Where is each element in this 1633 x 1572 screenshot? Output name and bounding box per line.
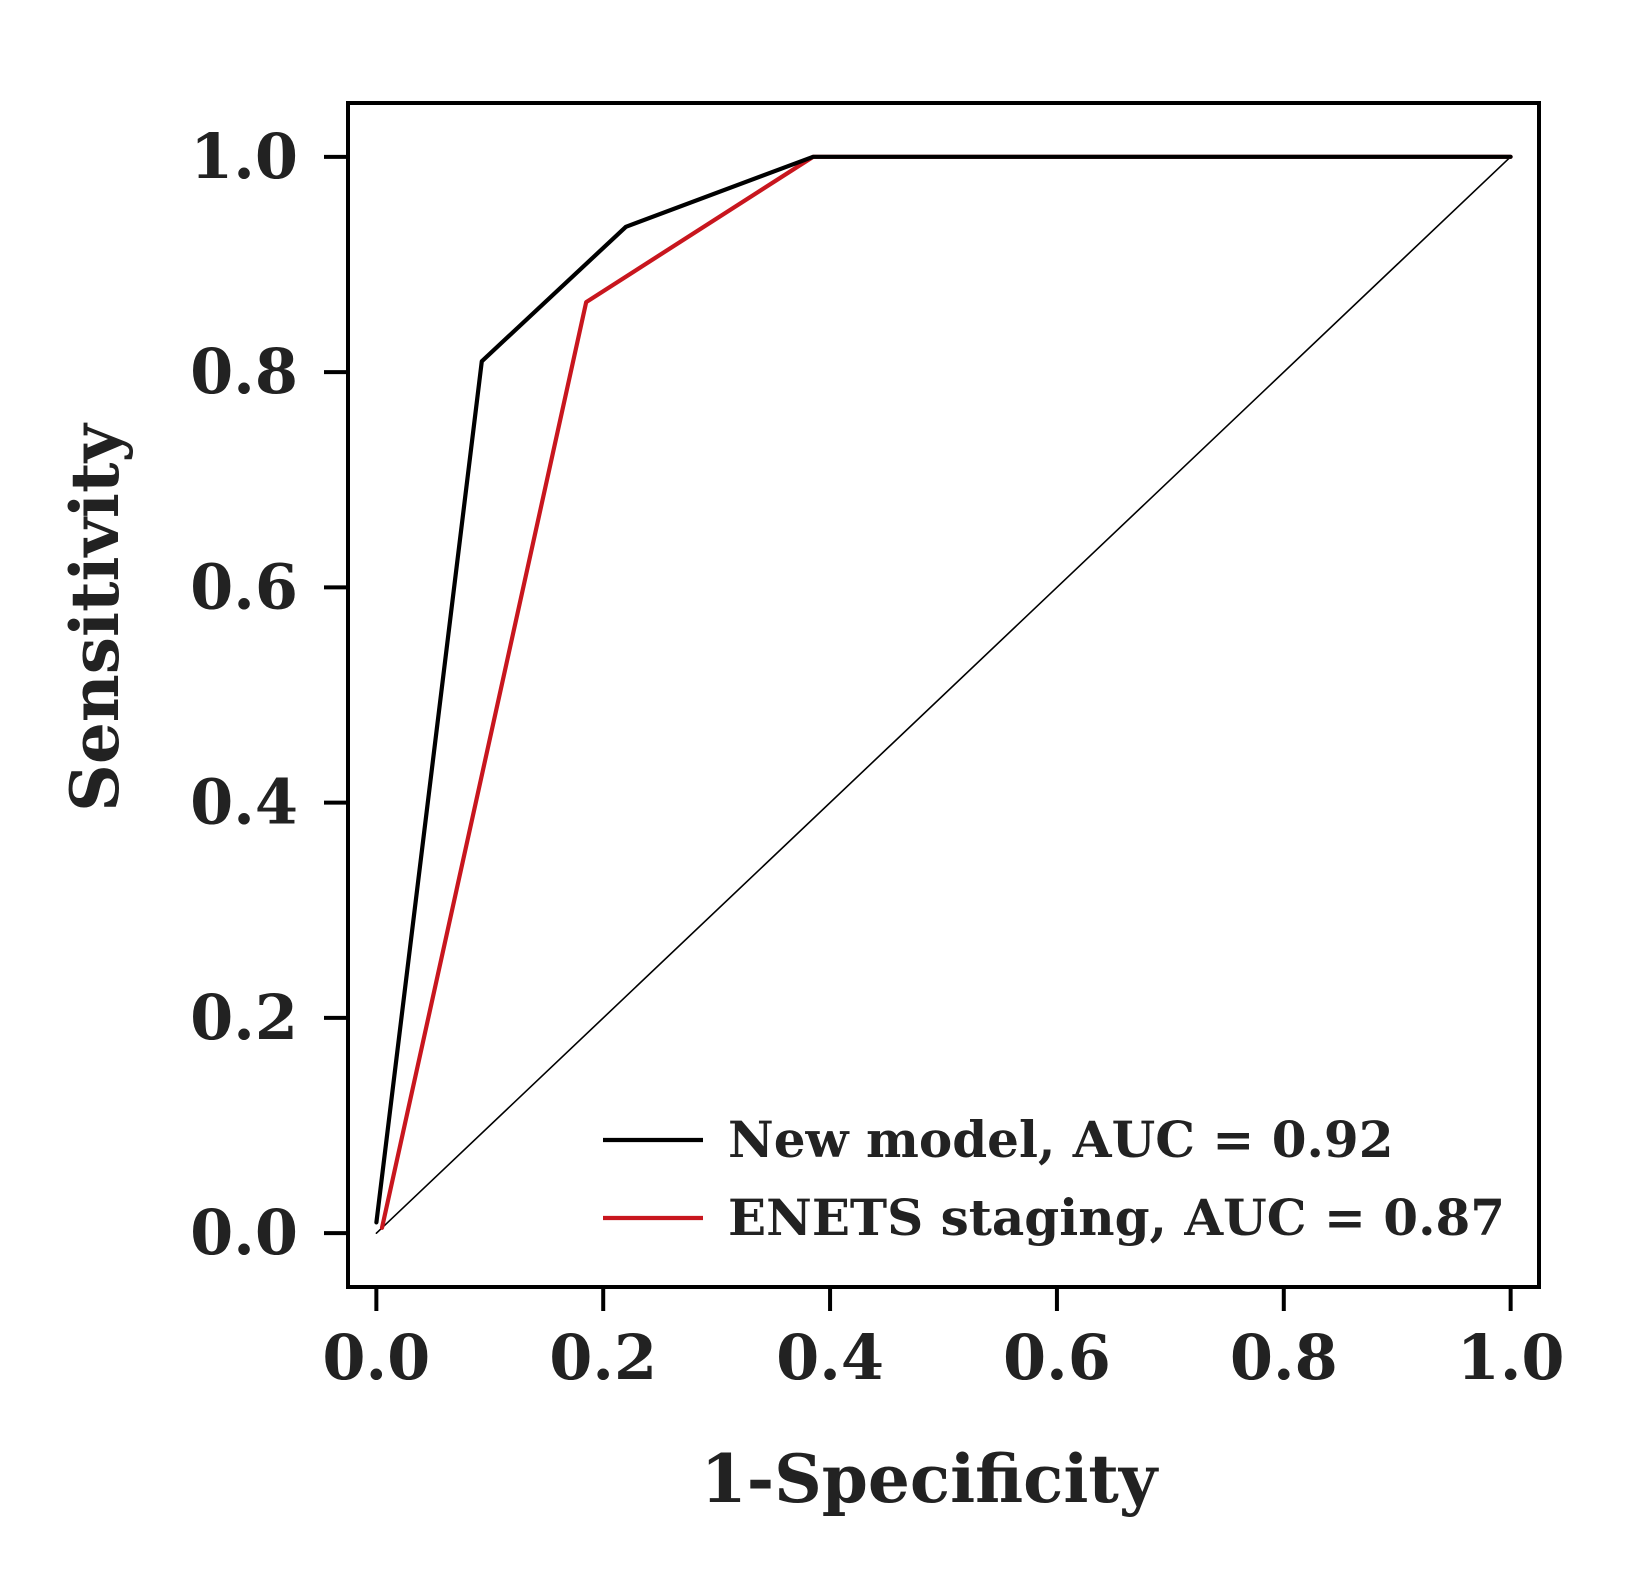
y-tick-label: 0.2 bbox=[190, 981, 298, 1054]
y-tick-label: 0.4 bbox=[190, 766, 298, 839]
y-tick-label: 0.0 bbox=[190, 1196, 298, 1269]
x-tick-label: 0.0 bbox=[322, 1321, 430, 1394]
reference-diagonal-line bbox=[375, 156, 1512, 1234]
x-tick-label: 0.4 bbox=[776, 1321, 884, 1394]
series-layer bbox=[374, 154, 1513, 1234]
x-tick-label: 0.6 bbox=[1003, 1321, 1111, 1394]
y-axis-ticks: 0.0 0.2 0.4 0.6 0.8 1.0 bbox=[190, 120, 348, 1269]
series-line-0 bbox=[374, 154, 1513, 1225]
y-tick-label: 1.0 bbox=[190, 120, 298, 193]
x-axis-ticks: 0.0 0.2 0.4 0.6 0.8 1.0 bbox=[322, 1287, 1565, 1394]
x-axis-title: 1-Specificity bbox=[701, 1440, 1159, 1518]
x-tick-label: 0.8 bbox=[1230, 1321, 1338, 1394]
legend-label: ENETS staging, AUC = 0.87 bbox=[728, 1188, 1505, 1247]
y-axis-title: Sensitivity bbox=[56, 423, 134, 812]
y-tick-label: 0.6 bbox=[190, 550, 298, 623]
x-tick-label: 1.0 bbox=[1457, 1321, 1565, 1394]
x-tick-label: 0.2 bbox=[549, 1321, 657, 1394]
plot-frame bbox=[346, 101, 1541, 1289]
legend-label: New model, AUC = 0.92 bbox=[728, 1110, 1393, 1169]
legend: New model, AUC = 0.92 ENETS staging, AUC … bbox=[603, 1110, 1505, 1247]
y-tick-label: 0.8 bbox=[190, 335, 298, 408]
